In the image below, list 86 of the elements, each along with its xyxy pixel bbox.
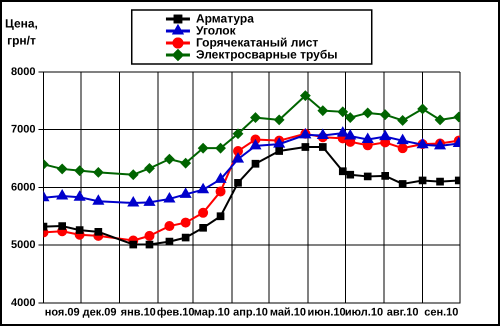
point — [164, 221, 174, 232]
point — [182, 234, 190, 242]
point — [275, 147, 283, 155]
point — [146, 240, 154, 248]
point — [252, 160, 260, 168]
point — [418, 104, 428, 114]
point — [398, 115, 408, 126]
y-tick-label: 4000 — [10, 296, 36, 309]
x-tick-label: май.10 — [270, 306, 306, 318]
y-axis-title: Цена, грн/т — [5, 16, 38, 48]
point — [345, 112, 356, 123]
point — [216, 212, 224, 220]
point — [144, 230, 154, 241]
point — [128, 196, 139, 206]
point — [198, 184, 208, 194]
point — [129, 240, 138, 248]
x-tick-label: апр.10 — [233, 306, 268, 318]
point — [180, 218, 191, 228]
y-tick-label: 8000 — [10, 66, 36, 78]
point — [232, 153, 244, 163]
point — [398, 180, 406, 188]
point — [338, 167, 347, 176]
point — [58, 222, 66, 230]
x-tick-label: фев.10 — [156, 306, 194, 318]
point — [164, 154, 174, 164]
point — [381, 172, 390, 180]
point — [338, 106, 348, 117]
point — [364, 172, 372, 180]
x-tick-label: янв.10 — [120, 306, 156, 318]
point — [144, 163, 154, 174]
point — [198, 143, 208, 154]
point — [346, 170, 354, 179]
x-tick-label: июн.10 — [308, 306, 346, 318]
point — [128, 170, 138, 180]
point — [144, 196, 155, 206]
x-tick-label: ноя.09 — [44, 306, 80, 318]
point — [180, 188, 191, 198]
point — [93, 167, 104, 178]
x-tick-label: дек.09 — [82, 306, 117, 318]
point — [56, 190, 68, 200]
point — [250, 112, 260, 123]
x-tick-label: сен.10 — [424, 306, 458, 318]
y-tick-label: 5000 — [10, 239, 36, 252]
point — [318, 106, 328, 116]
point — [215, 173, 226, 183]
point — [233, 146, 244, 156]
point — [362, 134, 374, 144]
point — [198, 208, 208, 218]
point — [216, 143, 226, 154]
point — [418, 176, 426, 184]
y-tick-label: 6000 — [10, 181, 36, 194]
point — [380, 110, 390, 120]
legend-label: Арматура — [196, 11, 254, 26]
point — [180, 158, 191, 168]
point — [199, 224, 207, 232]
x-tick-label: июл.10 — [344, 306, 384, 318]
point — [234, 178, 242, 187]
point — [317, 129, 328, 139]
y-tick-label: 7000 — [10, 124, 36, 136]
point — [216, 186, 226, 196]
legend-label: Горячекатаный лист — [196, 35, 318, 50]
point — [397, 134, 408, 144]
x-tick-label: авг.10 — [386, 306, 418, 318]
point — [302, 143, 310, 151]
point — [318, 143, 327, 151]
point — [233, 128, 244, 139]
point — [74, 166, 85, 176]
x-tick-label: мар.10 — [194, 306, 230, 318]
point — [398, 143, 408, 154]
point — [164, 192, 175, 202]
point — [380, 130, 391, 140]
point — [436, 178, 444, 186]
point — [274, 138, 284, 148]
point — [94, 228, 102, 236]
point — [435, 114, 446, 125]
point — [300, 90, 310, 101]
point — [337, 127, 348, 137]
point — [250, 140, 261, 150]
point — [76, 226, 84, 234]
point — [344, 130, 356, 140]
point — [166, 238, 174, 246]
point — [362, 108, 373, 118]
point — [93, 195, 104, 205]
point — [74, 191, 85, 201]
point — [274, 114, 284, 125]
point — [57, 164, 68, 174]
